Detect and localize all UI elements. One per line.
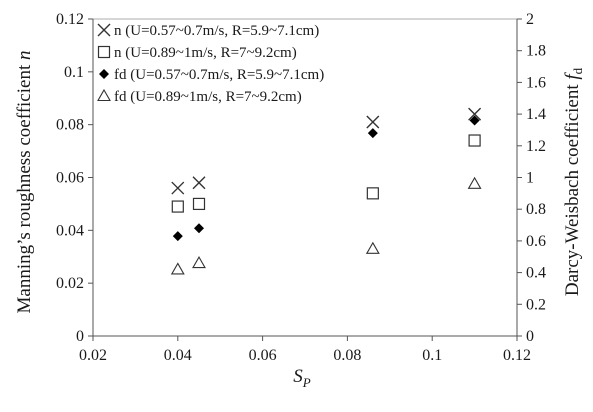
data-point-series-1: [468, 107, 482, 121]
legend-label-3: fd (U=0.57~0.7m/s, R=5.9~7.1cm): [114, 67, 324, 83]
y-left-tick-label: 0.02: [56, 275, 84, 292]
y-left-tick-group: 0 0.02 0.04 0.06 0.08 0.1 0.12: [56, 11, 93, 345]
y-right-axis-title-sub: d: [570, 67, 585, 74]
x-tick-label: 0.02: [79, 347, 107, 364]
data-point-series-1: [366, 115, 380, 129]
legend-marker-3: [99, 69, 109, 79]
x-tick-group: 0.02 0.04 0.06 0.08 0.1 0.12: [79, 336, 531, 364]
x-tick-label: 0.12: [503, 347, 531, 364]
x-tick-label: 0.04: [164, 347, 192, 364]
y-left-axis-title: Manning’s roughness coefficient n: [14, 51, 35, 314]
data-point-series-4: [467, 176, 482, 189]
data-point-series-4: [192, 255, 206, 269]
x-tick-label: 0.1: [422, 347, 442, 364]
data-point-series-2: [171, 200, 184, 213]
legend-marker-1: [97, 23, 111, 37]
y-right-tick-label: 2: [526, 11, 534, 28]
data-point-series-3: [367, 128, 378, 139]
y-left-tick-label: 0.06: [56, 170, 84, 187]
x-tick-label: 0.06: [249, 347, 277, 364]
legend-label-1: n (U=0.57~0.7m/s, R=5.9~7.1cm): [114, 23, 319, 39]
legend-label-2: n (U=0.89~1m/s, R=7~9.2cm): [114, 45, 297, 61]
y-right-axis-title-main: Darcy-Weisbach coefficient: [562, 80, 583, 297]
data-point-series-2: [192, 197, 206, 211]
y-right-tick-label: 1: [526, 170, 534, 187]
y-right-tick-group: 0 0.2 0.4 0.6 0.8 1 1.2 1.4 1.6 1.8 2: [517, 11, 546, 345]
legend-marker-4: [97, 88, 111, 102]
y-left-tick-label: 0.12: [56, 11, 84, 28]
data-point-series-2: [366, 187, 379, 200]
y-left-tick-label: 0.04: [56, 222, 84, 239]
legend: n (U=0.57~0.7m/s, R=5.9~7.1cm) n (U=0.89~…: [97, 23, 324, 105]
legend-marker-2: [97, 45, 111, 59]
data-point-series-3: [172, 231, 183, 242]
x-tick-label: 0.08: [333, 347, 361, 364]
y-right-tick-label: 1.8: [526, 43, 546, 60]
y-left-tick-label: 0: [76, 328, 84, 345]
y-right-tick-label: 1.4: [526, 106, 546, 123]
y-left-axis-title-main: Manning’s roughness coefficient: [14, 60, 35, 313]
x-axis-title-sub: P: [302, 375, 311, 390]
legend-label-4: fd (U=0.89~1m/s, R=7~9.2cm): [114, 89, 302, 105]
y-right-tick-label: 1.6: [526, 74, 546, 91]
y-left-tick-label: 0.1: [64, 64, 84, 81]
data-point-series-3: [469, 115, 480, 126]
x-axis-title: SP: [293, 366, 311, 390]
data-point-series-2: [468, 134, 481, 147]
y-right-tick-label: 0.4: [526, 265, 546, 282]
data-point-series-1: [171, 181, 185, 195]
data-marks: [170, 107, 482, 275]
x-axis-title-main: S: [293, 366, 303, 387]
y-right-tick-label: 0.6: [526, 233, 546, 250]
y-right-tick-label: 1.2: [526, 138, 546, 155]
data-point-series-4: [365, 241, 380, 254]
y-right-axis-title: Darcy-Weisbach coefficient fd: [562, 67, 585, 296]
y-right-tick-label: 0.2: [526, 296, 546, 313]
y-left-tick-label: 0.08: [56, 117, 84, 134]
data-point-series-3: [194, 223, 204, 234]
y-right-tick-label: 0.8: [526, 201, 546, 218]
data-point-series-4: [170, 262, 185, 275]
y-right-tick-label: 0: [526, 328, 534, 345]
data-point-series-1: [192, 176, 206, 190]
y-right-axis-title-var: f: [562, 72, 583, 80]
y-left-axis-title-var: n: [14, 51, 35, 61]
